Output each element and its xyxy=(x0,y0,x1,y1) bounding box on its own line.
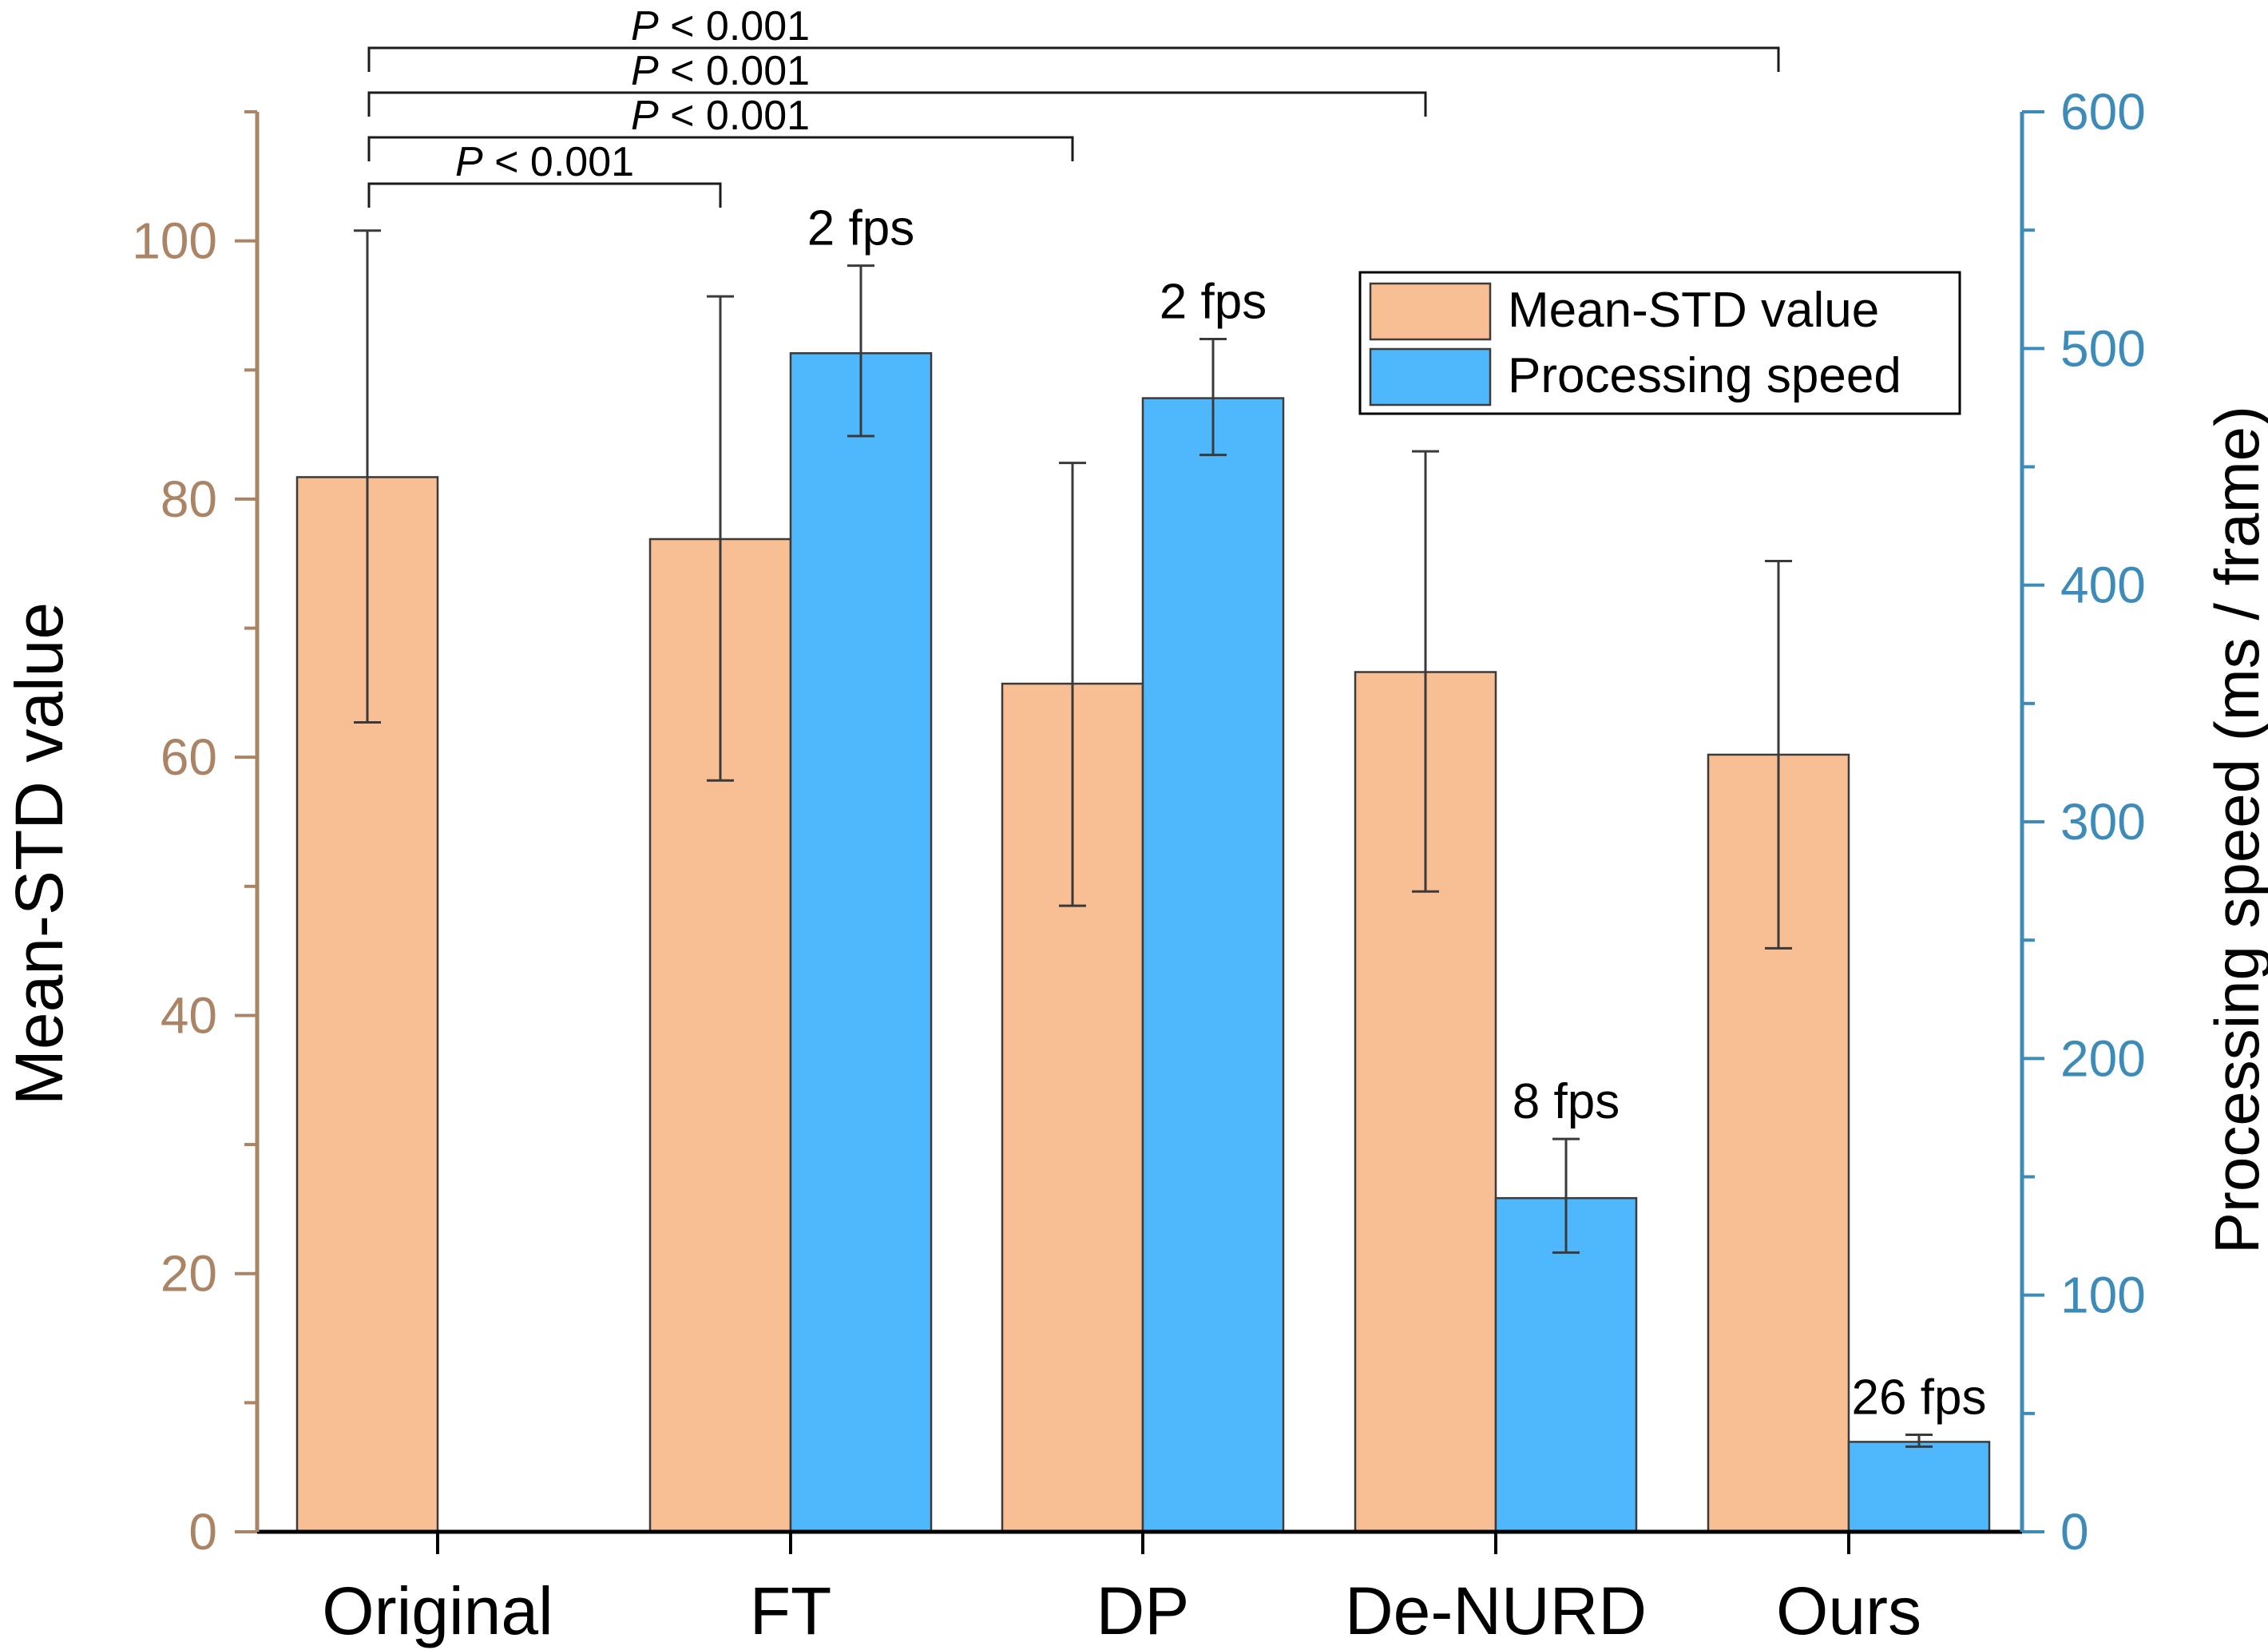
left-tick-label-80: 80 xyxy=(161,470,217,528)
bracket-line-dp xyxy=(367,136,1074,161)
bracket-line-ft xyxy=(367,182,722,208)
significance-bracket-de-nurd: P < 0.001 xyxy=(367,48,1427,117)
x-tick-label-ft: FT xyxy=(750,1573,832,1648)
bar-processing-speed-ft xyxy=(789,352,933,1533)
right-tick-label-400: 400 xyxy=(2060,557,2146,614)
axes: 0 20 40 60 80 100 Mean-STD value 0 100 200 300 400 5… xyxy=(2,83,2268,1648)
right-tick-label-300: 300 xyxy=(2060,793,2146,851)
right-axis-label: Processing speed (ms / frame) xyxy=(2202,406,2268,1254)
legend-label-mean-std-value: Mean-STD value xyxy=(1508,283,1879,338)
legend-swatch-mean-std-value xyxy=(1369,282,1492,341)
left-tick-label-60: 60 xyxy=(161,728,217,786)
error-bar-mean-std-ours xyxy=(1765,559,1792,950)
right-tick-label-500: 500 xyxy=(2060,319,2146,377)
right-tick-label-200: 200 xyxy=(2060,1029,2146,1087)
bars xyxy=(295,352,1991,1533)
left-tick-label-20: 20 xyxy=(161,1245,217,1303)
error-bar-mean-std-ft xyxy=(707,295,734,782)
error-bars xyxy=(354,229,1933,1448)
x-tick-label-original: Original xyxy=(322,1573,553,1648)
p-value-label-ours: P < 0.001 xyxy=(631,3,810,50)
left-axis-label: Mean-STD value xyxy=(2,602,77,1105)
p-value-label-ft: P < 0.001 xyxy=(455,139,634,185)
x-tick-label-de-nurd: De-NURD xyxy=(1345,1573,1647,1648)
error-bar-processing-speed-dp xyxy=(1199,337,1227,457)
error-bar-mean-std-original xyxy=(354,229,381,724)
error-bar-mean-std-de-nurd xyxy=(1412,450,1439,893)
p-threshold: < 0.001 xyxy=(659,93,810,139)
fps-label-ft: 2 fps xyxy=(807,201,914,256)
bar-processing-speed-ours xyxy=(1847,1441,1991,1533)
x-tick-label-ours: Ours xyxy=(1776,1573,1921,1648)
error-bar-processing-speed-ft xyxy=(847,264,874,438)
error-bar-processing-speed-ours xyxy=(1905,1434,1933,1448)
p-symbol: P xyxy=(631,93,659,139)
left-tick-label-0: 0 xyxy=(188,1503,217,1561)
p-threshold: < 0.001 xyxy=(483,139,634,185)
p-value-label-dp: P < 0.001 xyxy=(631,93,810,139)
right-tick-label-600: 600 xyxy=(2060,83,2146,141)
left-tick-label-40: 40 xyxy=(161,986,217,1044)
bracket-line-ours xyxy=(367,46,1780,72)
legend-label-processing-speed: Processing speed xyxy=(1508,348,1901,403)
error-bar-processing-speed-de-nurd xyxy=(1552,1137,1580,1254)
significance-bracket-ours: P < 0.001 xyxy=(367,3,1780,72)
fps-labels: 2 fps 2 fps 8 fps 26 fps xyxy=(807,201,1987,1426)
p-symbol: P xyxy=(631,3,659,50)
fps-label-ours: 26 fps xyxy=(1852,1370,1987,1426)
left-tick-label-100: 100 xyxy=(132,212,217,270)
significance-bracket-dp: P < 0.001 xyxy=(367,93,1074,161)
error-bar-mean-std-dp xyxy=(1059,462,1086,907)
x-tick-label-dp: DP xyxy=(1096,1573,1190,1648)
p-threshold: < 0.001 xyxy=(659,3,810,50)
legend: Mean-STD value Processing speed xyxy=(1358,271,1961,415)
p-symbol: P xyxy=(455,139,483,185)
significance-bracket-ft: P < 0.001 xyxy=(367,139,722,208)
p-threshold: < 0.001 xyxy=(659,48,810,94)
right-tick-label-0: 0 xyxy=(2060,1503,2089,1561)
p-value-label-de-nurd: P < 0.001 xyxy=(631,48,810,94)
fps-label-de-nurd: 8 fps xyxy=(1513,1074,1620,1129)
right-tick-label-100: 100 xyxy=(2060,1267,2146,1324)
bar-processing-speed-dp xyxy=(1141,397,1285,1533)
bracket-line-de-nurd xyxy=(367,91,1427,117)
legend-swatch-processing-speed xyxy=(1369,347,1492,407)
fps-label-dp: 2 fps xyxy=(1160,274,1267,329)
p-symbol: P xyxy=(631,48,659,94)
